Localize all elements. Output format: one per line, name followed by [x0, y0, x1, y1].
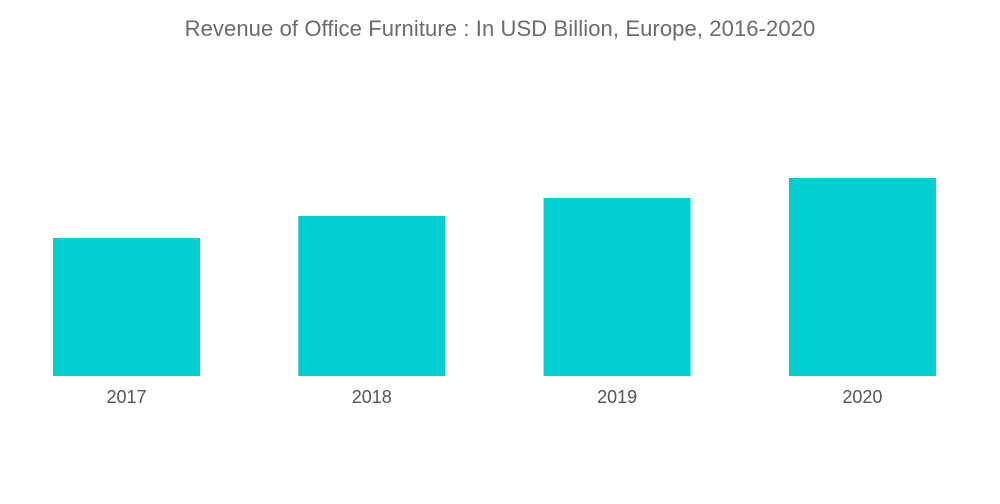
x-tick-label-2018: 2018 [352, 387, 392, 407]
chart-title: Revenue of Office Furniture : In USD Bil… [184, 16, 816, 41]
bar-2017 [53, 238, 200, 376]
bars-layer [53, 178, 936, 376]
x-tick-label-2020: 2020 [842, 387, 882, 407]
bar-2018 [298, 216, 446, 376]
bar-2020 [788, 178, 936, 376]
x-tick-label-2017: 2017 [106, 387, 146, 407]
x-tick-label-2019: 2019 [597, 387, 637, 407]
x-axis-ticks: 2017 2018 2019 2020 [106, 387, 882, 407]
bar-2019 [543, 198, 691, 376]
